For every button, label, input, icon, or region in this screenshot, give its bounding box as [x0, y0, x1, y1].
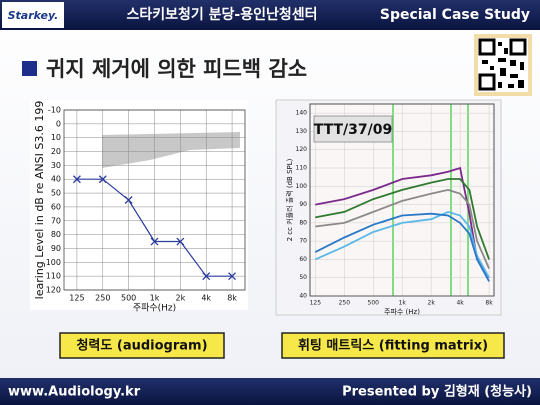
y-tick-label: -10 [48, 106, 61, 115]
x-axis-label: 주파수(Hz) [133, 303, 176, 314]
x-tick-label: 4k [456, 300, 464, 307]
y-tick-label: 140 [296, 110, 308, 117]
header-center: 스타키보청기 분당-용인난청센터 [126, 6, 317, 23]
x-marker-stroke [98, 175, 107, 184]
logo: Starkey. [8, 9, 59, 22]
x-tick-label: 125 [69, 294, 84, 303]
x-tick-label: 125 [310, 300, 322, 307]
y-tick-label: 40 [299, 293, 307, 300]
caption: 청력도 (audiogram) [76, 338, 207, 354]
x-tick-label: 250 [95, 294, 110, 303]
y-tick-label: 60 [51, 202, 61, 211]
series-line [314, 210, 490, 279]
y-tick-label: 50 [299, 274, 307, 281]
y-tick-label: 80 [299, 219, 307, 226]
slide-title: 귀지 제거에 의한 피드백 감소 [46, 57, 307, 81]
header-bar [0, 0, 540, 30]
annotation: TTT/37/09 [314, 122, 392, 138]
x-marker-stroke [176, 237, 185, 246]
caption-box [59, 332, 225, 359]
y-tick-label: 50 [51, 189, 61, 198]
y-tick-label: 30 [51, 161, 61, 170]
x-tick-label: 2k [428, 300, 436, 307]
y-tick-label: 120 [296, 146, 308, 153]
y-tick-label: 70 [51, 216, 61, 225]
x-marker-stroke [228, 272, 237, 281]
caption-box [281, 332, 505, 359]
y-tick-label: 110 [296, 165, 308, 172]
footer-right: Presented by 김형재 (청능사) [342, 384, 532, 400]
x-tick-label: 250 [339, 300, 351, 307]
y-tick-label: 20 [51, 147, 61, 156]
series-line [315, 188, 490, 269]
x-marker [202, 272, 211, 281]
audiogram-panel [30, 100, 248, 310]
x-tick-label: 500 [368, 300, 380, 307]
y-axis-label: learing Level in dB re ANSI S3.6 199 [33, 101, 46, 300]
y-tick-label: 10 [51, 133, 61, 142]
logo-box [2, 2, 64, 28]
qr-code [474, 34, 532, 96]
caption: 휘팅 매트릭스 (fitting matrix) [298, 338, 488, 354]
series-line [315, 178, 490, 260]
y-tick-label: 70 [299, 238, 307, 245]
x-marker [228, 272, 237, 281]
y-tick-label: 60 [299, 256, 307, 263]
x-axis-label: 주파수 (Hz) [384, 307, 420, 316]
series-line [314, 212, 490, 282]
x-tick-label: 1k [399, 300, 407, 307]
x-marker [124, 196, 133, 204]
y-tick-label: 110 [46, 272, 61, 281]
x-marker-stroke [150, 237, 159, 246]
x-marker-stroke [124, 196, 133, 204]
y-tick-label: 100 [46, 258, 61, 267]
y-tick-label: 130 [296, 128, 308, 135]
x-tick-label: 2k [175, 294, 185, 303]
x-tick-label: 8k [485, 300, 493, 307]
x-tick-label: 500 [121, 294, 136, 303]
speech-band [102, 132, 240, 168]
x-marker [72, 175, 81, 184]
footer-left: www.Audiology.kr [8, 385, 141, 400]
plot-frame [63, 109, 246, 291]
x-marker [150, 237, 159, 246]
title-bullet [22, 61, 37, 76]
x-marker [98, 175, 107, 184]
y-tick-label: 120 [46, 286, 61, 295]
y-tick-label: 90 [299, 201, 307, 208]
x-tick-label: 4k [201, 294, 211, 303]
y-tick-label: 40 [51, 175, 61, 184]
x-marker-stroke [202, 272, 211, 281]
x-marker [176, 237, 185, 246]
y-tick-label: 80 [51, 230, 61, 239]
x-tick-label: 1k [150, 294, 160, 303]
y-tick-label: 90 [51, 244, 61, 253]
y-axis-label: 2 cc 커플러 출력 (dB SPL) [285, 158, 294, 241]
x-tick-label: 8k [227, 294, 237, 303]
header-right: Special Case Study [380, 7, 530, 23]
plot-frame [309, 103, 495, 297]
series-line [315, 166, 490, 279]
y-tick-label: 100 [296, 183, 308, 190]
footer-bar [0, 378, 540, 405]
x-marker-stroke [72, 175, 81, 184]
y-tick-label: 0 [56, 119, 61, 128]
annotation-box [313, 115, 393, 143]
